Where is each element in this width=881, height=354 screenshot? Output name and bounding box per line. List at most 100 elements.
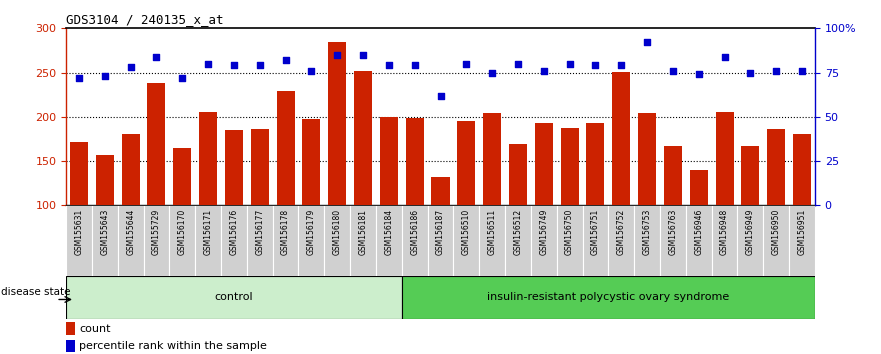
Bar	[66, 276, 402, 319]
Text: GSM156511: GSM156511	[488, 209, 497, 255]
Text: GSM156179: GSM156179	[307, 209, 316, 255]
Text: GSM155643: GSM155643	[100, 209, 109, 255]
Point	[150, 54, 164, 59]
Text: GSM156181: GSM156181	[359, 209, 367, 255]
Text: GSM156180: GSM156180	[333, 209, 342, 255]
Point	[123, 64, 137, 70]
Text: GSM156510: GSM156510	[462, 209, 470, 255]
Bar	[144, 205, 169, 276]
Point	[563, 61, 577, 67]
Bar	[376, 205, 402, 276]
Point	[227, 63, 241, 68]
Bar	[712, 205, 737, 276]
Bar	[147, 83, 166, 205]
Point	[485, 70, 500, 75]
Bar	[92, 205, 118, 276]
Text: GSM156749: GSM156749	[539, 209, 548, 255]
Bar	[560, 129, 579, 205]
Bar	[196, 205, 221, 276]
Bar	[169, 205, 196, 276]
Text: control: control	[215, 292, 253, 302]
Text: GSM156187: GSM156187	[436, 209, 445, 255]
Point	[640, 40, 654, 45]
Bar	[277, 91, 294, 205]
Text: GSM156948: GSM156948	[720, 209, 729, 255]
Bar	[302, 120, 321, 205]
Bar	[557, 205, 582, 276]
Bar	[737, 205, 763, 276]
Bar	[118, 205, 144, 276]
Point	[278, 57, 292, 63]
Bar	[612, 72, 630, 205]
Bar	[221, 205, 247, 276]
Bar	[122, 133, 140, 205]
Text: GSM156186: GSM156186	[411, 209, 419, 255]
Text: GSM156178: GSM156178	[281, 209, 290, 255]
Point	[589, 63, 603, 68]
Bar	[690, 170, 707, 205]
Bar	[715, 113, 734, 205]
Point	[408, 63, 422, 68]
Bar	[582, 205, 609, 276]
Text: GSM156950: GSM156950	[772, 209, 781, 255]
Point	[98, 73, 112, 79]
Text: GSM155631: GSM155631	[75, 209, 84, 255]
Bar	[380, 117, 398, 205]
Text: GSM156751: GSM156751	[591, 209, 600, 255]
Bar	[535, 123, 552, 205]
Bar	[427, 205, 454, 276]
Text: GSM156951: GSM156951	[797, 209, 806, 255]
Point	[717, 54, 731, 59]
Text: GSM156750: GSM156750	[565, 209, 574, 255]
Bar	[634, 205, 660, 276]
Point	[459, 61, 473, 67]
Bar	[587, 123, 604, 205]
Bar	[664, 146, 682, 205]
Bar	[479, 205, 505, 276]
Text: GSM155644: GSM155644	[126, 209, 135, 255]
Bar	[354, 71, 372, 205]
Text: percentile rank within the sample: percentile rank within the sample	[79, 341, 267, 351]
Bar	[638, 113, 656, 205]
Text: GSM156170: GSM156170	[178, 209, 187, 255]
Text: GSM155729: GSM155729	[152, 209, 161, 255]
Point	[433, 93, 448, 98]
Bar	[66, 205, 92, 276]
Point	[253, 63, 267, 68]
Bar	[405, 118, 424, 205]
Point	[614, 63, 628, 68]
Bar	[763, 205, 789, 276]
Bar	[685, 205, 712, 276]
Text: GSM156184: GSM156184	[384, 209, 393, 255]
Text: GSM156946: GSM156946	[694, 209, 703, 255]
Text: GSM156176: GSM156176	[229, 209, 239, 255]
Bar	[457, 121, 476, 205]
Bar	[96, 155, 114, 205]
Point	[72, 75, 86, 81]
Text: GSM156752: GSM156752	[617, 209, 626, 255]
Text: GSM156763: GSM156763	[669, 209, 677, 255]
Bar	[199, 112, 217, 205]
Point	[769, 68, 783, 74]
Bar	[247, 205, 272, 276]
Text: GSM156171: GSM156171	[204, 209, 212, 255]
Point	[304, 68, 318, 74]
Bar	[66, 322, 76, 335]
Bar	[299, 205, 324, 276]
Bar	[660, 205, 685, 276]
Text: GSM156753: GSM156753	[642, 209, 652, 255]
Text: insulin-resistant polycystic ovary syndrome: insulin-resistant polycystic ovary syndr…	[487, 292, 729, 302]
Bar	[531, 205, 557, 276]
Bar	[432, 177, 449, 205]
Bar	[402, 205, 427, 276]
Point	[744, 70, 758, 75]
Point	[692, 72, 706, 77]
Bar	[324, 205, 350, 276]
Point	[381, 63, 396, 68]
Bar	[789, 205, 815, 276]
Bar	[272, 205, 299, 276]
Text: GDS3104 / 240135_x_at: GDS3104 / 240135_x_at	[66, 13, 224, 26]
Text: GSM156512: GSM156512	[514, 209, 522, 255]
Point	[330, 52, 344, 58]
Bar	[402, 276, 815, 319]
